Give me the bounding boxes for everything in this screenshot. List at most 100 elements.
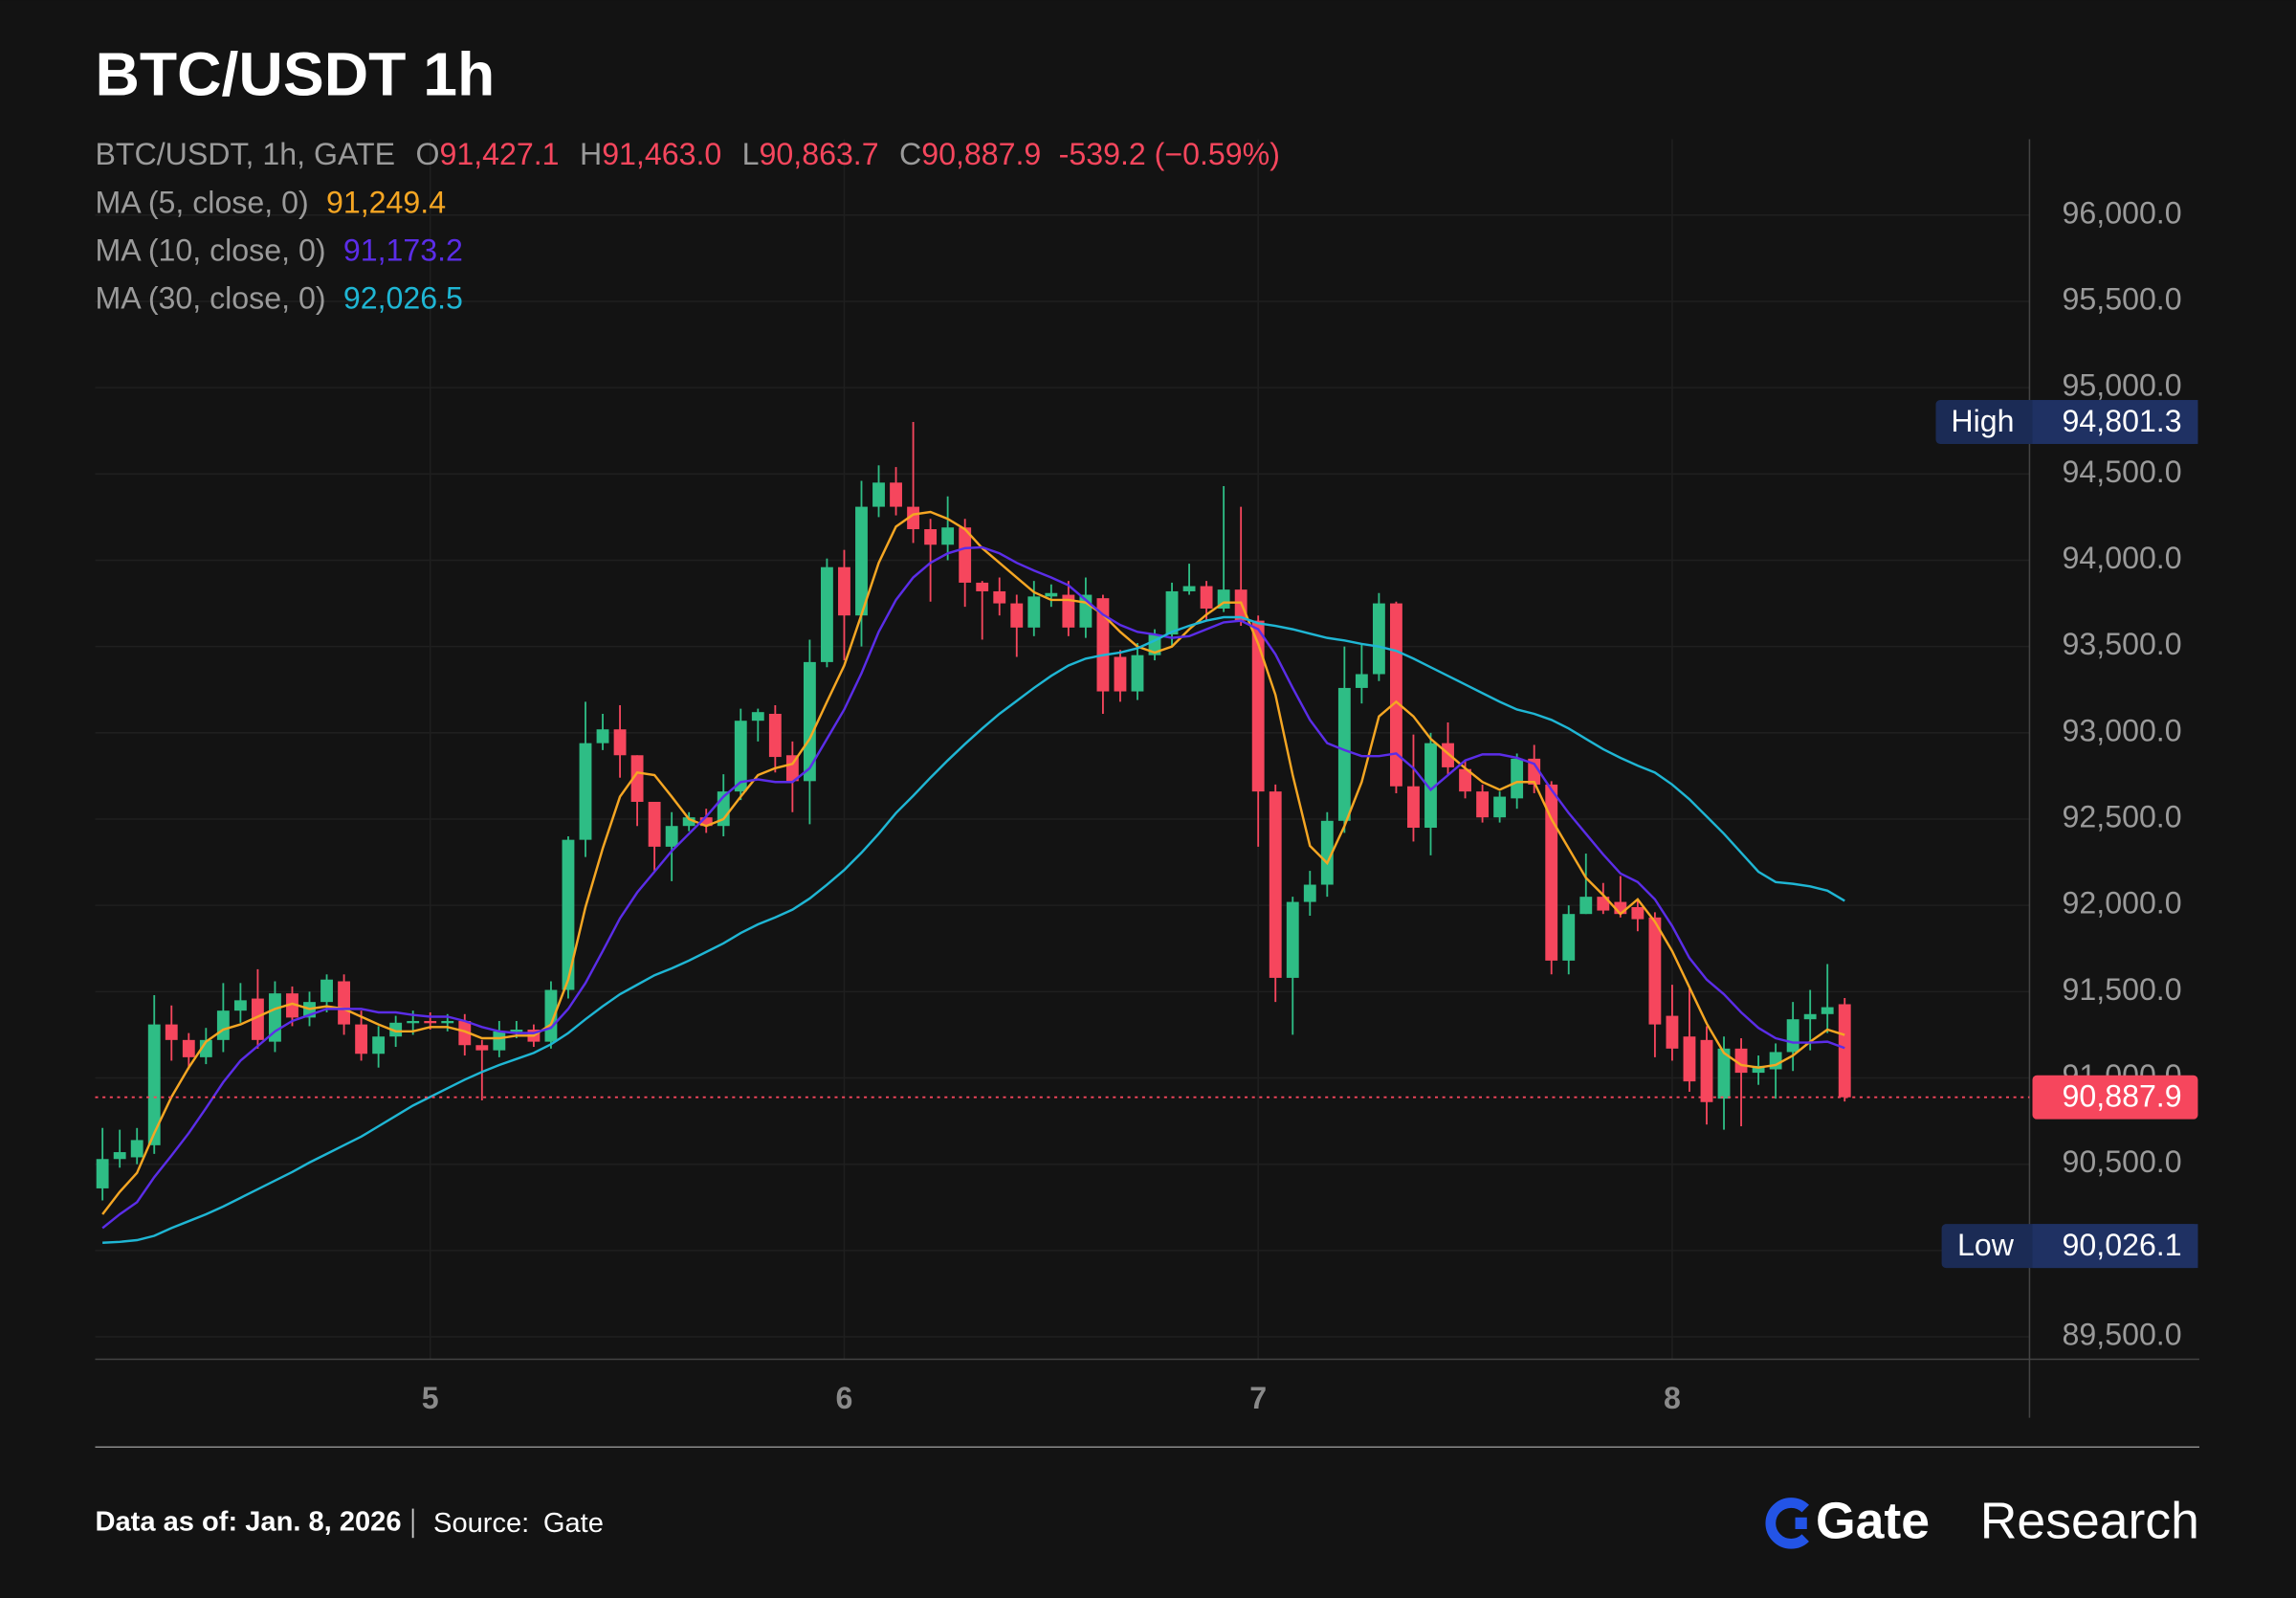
candle-body [1372,603,1385,675]
candle-body [1442,743,1454,767]
logo-ring [1765,1498,1809,1549]
logo-square [1795,1517,1807,1530]
candle-body [1303,884,1316,902]
ma-line [102,615,1845,1244]
ma-line [101,510,1845,1215]
candle-body [630,755,644,802]
candle-body [1182,586,1196,591]
candle-body [613,729,627,756]
candle-body [1752,1065,1765,1074]
y-tick-label: 95,500.0 [2063,281,2182,316]
y-tick-label: 93,500.0 [2063,627,2182,661]
candle-body [821,566,833,662]
candle-body [1476,791,1490,818]
candle-body [1700,1039,1713,1102]
ohlc-value: 91,427.1 [439,137,559,171]
candle-body [1096,598,1110,692]
candle-body [233,1000,247,1011]
y-tick-label: 96,000.0 [2063,195,2182,230]
candle-body [855,506,868,616]
candle-body [510,1030,523,1032]
candle-body [1390,603,1402,787]
candle-body [1165,590,1179,635]
last-price-tag [2032,1075,2198,1120]
candle-body [1131,655,1144,692]
candle-body [1666,1015,1679,1049]
candle-body [1648,917,1662,1025]
candle-body [768,713,782,758]
candle-body [1320,820,1334,885]
candle-body [1355,674,1368,688]
candle-body [596,729,609,744]
marker-label: High [1951,404,2014,438]
legend-entry: MA (10, close, 0) 91,173.2 [95,233,462,268]
y-tick-label: 93,000.0 [2063,713,2182,747]
candle-body [1786,1019,1799,1053]
candle-body [458,1020,472,1046]
y-tick-label: 89,500.0 [2063,1317,2182,1351]
marks-layer [96,421,1851,1244]
candle-body [338,981,350,1025]
ohlc-key: C [899,137,921,171]
candle-body [579,743,592,840]
candle-body [320,979,333,1003]
candle-body [1062,594,1075,628]
candle-body [1045,592,1058,597]
candle-body [1528,758,1541,785]
ohlc-key: H [580,137,602,171]
y-tick-label: 94,000.0 [2063,541,2182,575]
overlay-layer: 90,887.9 High 94,801.3 Low 90,026.1 BTC/USDT,… [95,137,2198,1269]
candle-body [976,582,989,591]
candle-body [130,1140,144,1158]
candle-body [493,1031,506,1051]
candle-body [1838,1004,1851,1098]
candle-body [785,755,799,782]
y-tick-label: 92,500.0 [2063,799,2182,833]
candle-body [251,998,264,1040]
candle-body [872,482,885,507]
candle-body [959,527,972,583]
legend-value: 91,173.2 [343,233,463,268]
candle-body [1821,1007,1834,1014]
candle-body [907,506,920,530]
x-tick-label: 6 [836,1381,853,1415]
candle-body [1459,768,1471,792]
candle-body [165,1024,178,1040]
x-tick-label: 5 [422,1381,439,1415]
candle-body [751,712,764,721]
candle-body [803,661,816,782]
marker-tag-value [2032,400,2198,444]
candle-body [182,1039,195,1057]
candle-body [355,1024,368,1054]
candle-body [96,1159,109,1188]
legend-name: MA (30, close, 0) [95,281,325,316]
grid-layer: 89,500.090,000.090,500.091,000.091,500.0… [95,139,2199,1418]
candle-body [147,1024,161,1145]
candle-body [1424,743,1437,829]
candle-body [286,993,298,1018]
footer-source-label: Source: [433,1508,529,1539]
candle-body [648,801,661,847]
candle-body [389,1022,403,1037]
legend-name: MA (10, close, 0) [95,233,325,268]
candle-body [941,527,955,545]
brand-logo [1765,1498,1809,1549]
candle-body [1493,796,1507,818]
ohlc-value: 90,887.9 [921,137,1041,171]
ohlc-key: L [742,137,760,171]
ohlc-value: 91,463.0 [602,137,721,171]
ohlc-symbol: BTC/USDT, 1h, GATE [95,137,395,171]
candle-body [1337,687,1351,821]
ohlc-header: BTC/USDT, 1h, GATE O91,427.1 H91,463.0 L90,… [95,137,1279,171]
candle-body [1200,586,1213,609]
y-tick-label: 91,500.0 [2063,972,2182,1007]
last-price-label: 90,887.9 [2063,1079,2182,1114]
candle-body [216,1010,230,1040]
candle-body [682,817,695,827]
candle-body [1407,786,1420,829]
marker-value: 94,801.3 [2063,404,2182,438]
candle-body [1579,897,1593,915]
candle-body [1803,1013,1817,1020]
ohlc-change: -539.2 (−0.59%) [1059,137,1280,171]
